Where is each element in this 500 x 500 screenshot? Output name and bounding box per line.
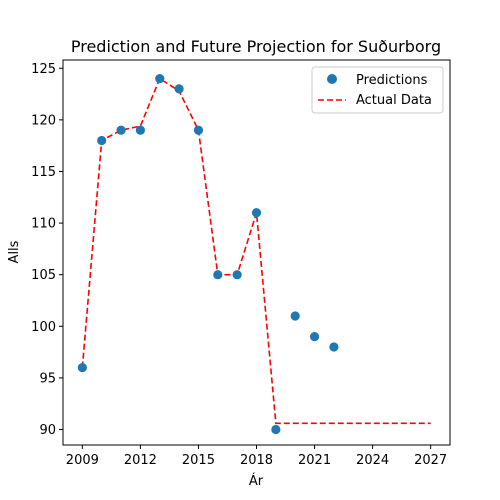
prediction-point bbox=[290, 311, 300, 321]
legend-box bbox=[311, 66, 444, 114]
chart-title: Prediction and Future Projection for Suð… bbox=[71, 37, 441, 56]
legend-label-predictions: Predictions bbox=[356, 73, 428, 88]
y-tick-label: 90 bbox=[39, 423, 56, 438]
prediction-point bbox=[174, 84, 184, 94]
y-tick-label: 100 bbox=[31, 320, 56, 335]
x-tick-label: 2027 bbox=[414, 453, 447, 468]
legend-marker-predictions bbox=[327, 74, 337, 84]
prediction-point bbox=[155, 73, 165, 84]
x-axis: 2009 2012 2015 2018 2021 2024 2027 bbox=[66, 445, 447, 468]
y-tick-label: 95 bbox=[39, 371, 56, 386]
x-axis-label: Ár bbox=[249, 473, 264, 489]
prediction-point bbox=[309, 332, 320, 342]
prediction-point bbox=[97, 135, 107, 146]
x-tick-label: 2015 bbox=[182, 453, 215, 468]
x-tick-label: 2021 bbox=[298, 453, 331, 468]
prediction-point bbox=[213, 270, 223, 280]
legend-label-actual-data: Actual Data bbox=[356, 93, 432, 108]
legend: Predictions Actual Data bbox=[311, 66, 444, 114]
y-tick-label: 125 bbox=[31, 62, 56, 77]
x-tick-label: 2012 bbox=[124, 453, 157, 468]
prediction-point bbox=[116, 125, 126, 135]
prediction-point bbox=[329, 342, 339, 352]
y-axis-label: Alls bbox=[7, 240, 22, 263]
prediction-point bbox=[271, 424, 281, 435]
x-tick-label: 2024 bbox=[356, 453, 389, 468]
y-tick-label: 110 bbox=[31, 217, 56, 232]
prediction-point bbox=[77, 362, 87, 373]
y-tick-label: 105 bbox=[31, 268, 56, 283]
prediction-point bbox=[135, 125, 145, 135]
predictions-series bbox=[77, 73, 339, 435]
prediction-point bbox=[193, 125, 204, 135]
y-tick-label: 115 bbox=[31, 165, 56, 180]
prediction-point bbox=[251, 208, 262, 218]
y-axis: 90 95 100 105 110 115 120 125 bbox=[31, 62, 63, 438]
x-tick-label: 2018 bbox=[240, 453, 273, 468]
y-tick-label: 120 bbox=[31, 113, 56, 128]
plot-area bbox=[62, 59, 451, 446]
prediction-point bbox=[232, 270, 242, 280]
x-tick-label: 2009 bbox=[66, 453, 99, 468]
